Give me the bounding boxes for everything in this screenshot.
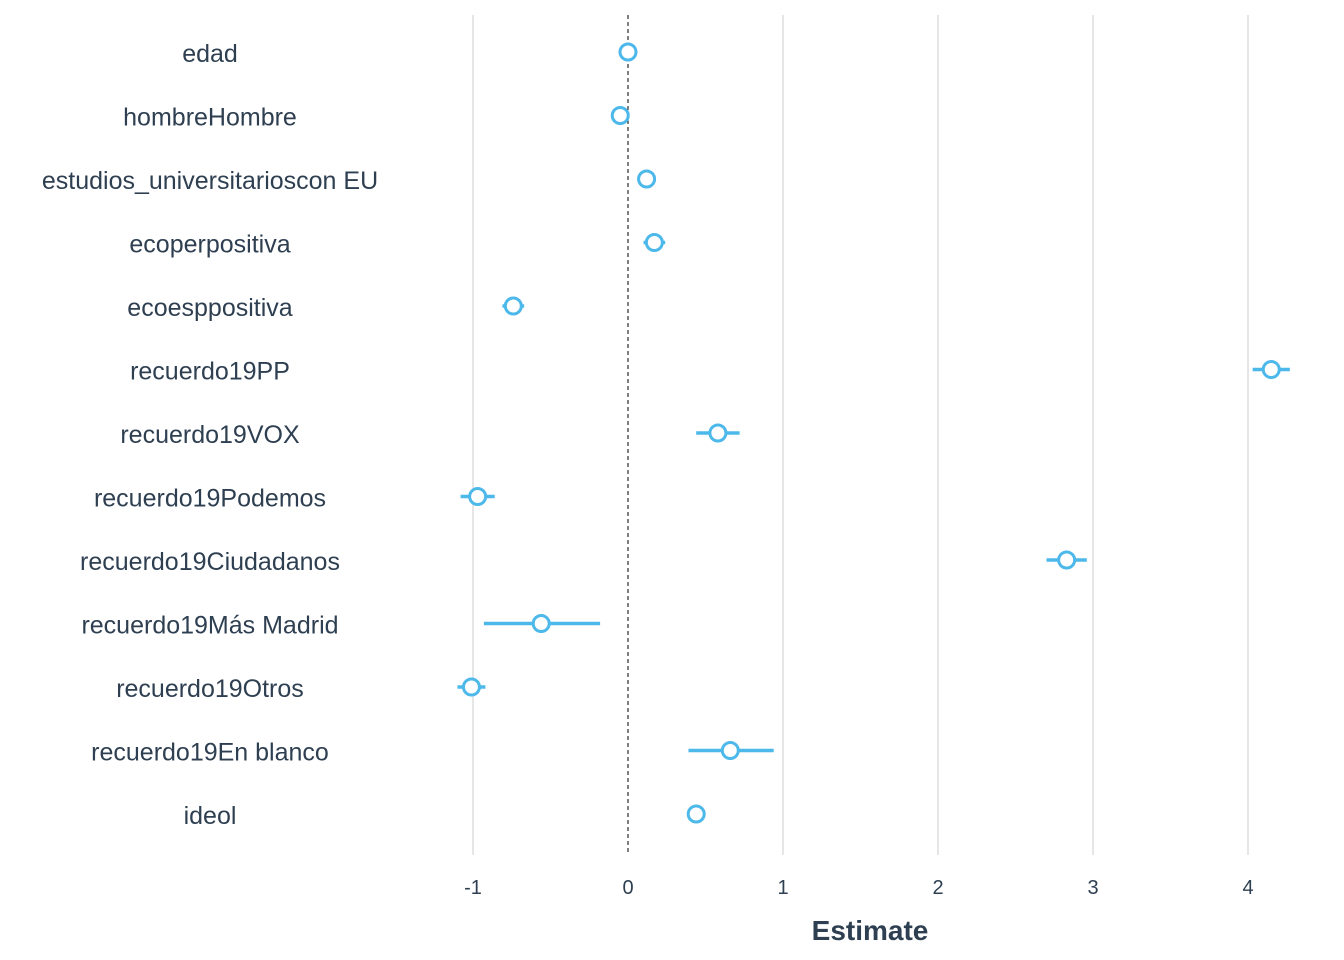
term-label: edad [182,40,238,68]
x-tick-label: -1 [464,877,482,899]
term-label: recuerdo19Podemos [94,485,326,513]
estimate-point [610,106,630,125]
x-tick-label: 0 [622,877,633,899]
term-label: ideol [184,802,237,830]
term-label: recuerdo19PP [130,358,290,386]
term-label: recuerdo19Más Madrid [81,612,338,640]
estimate-point [1261,360,1281,379]
y-axis-category-labels: edad hombreHombre estudios_universitariosc… [42,40,378,830]
estimate-point [618,42,638,62]
estimate-point [708,423,728,443]
estimate-point [1057,550,1077,570]
x-axis-ticks: -1 0 1 2 3 4 [464,877,1253,899]
x-axis-title: Estimate [812,915,929,946]
x-tick-label: 4 [1242,877,1253,899]
term-label: ecoesppositiva [127,294,292,322]
term-label: ecoperpositiva [129,231,290,259]
term-label: recuerdo19Ciudadanos [80,548,340,576]
estimate-point [503,296,523,316]
vertical-grid [472,15,1249,855]
estimate-point [686,804,706,824]
estimate-marks [457,42,1290,824]
x-tick-label: 1 [777,877,788,899]
term-label: recuerdo19VOX [120,421,300,449]
term-label: estudios_universitarioscon EU [42,167,378,195]
estimate-point [461,677,481,697]
estimate-point [531,614,551,633]
estimate-point [720,741,740,760]
term-label: hombreHombre [123,104,297,132]
estimate-point [644,233,664,252]
term-label: recuerdo19Otros [116,675,304,703]
x-tick-label: 3 [1087,877,1098,899]
term-label: recuerdo19En blanco [91,739,329,767]
estimate-point [637,169,657,189]
x-tick-label: 2 [932,877,943,899]
estimate-point [468,487,488,506]
